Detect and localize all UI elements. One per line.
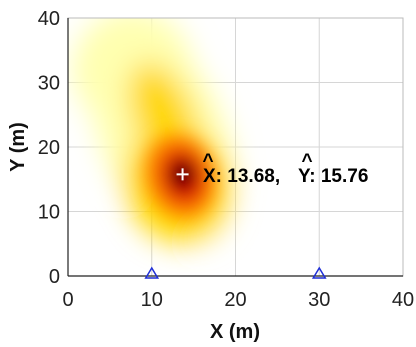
y-tick-label: 10: [38, 202, 60, 224]
estimate-marker: [176, 168, 189, 181]
anchor-triangle: [144, 266, 160, 279]
heat-outer: [72, 18, 235, 244]
x-tick-label: 0: [62, 289, 73, 311]
x-tick-label: 30: [308, 289, 330, 311]
anchor-triangle: [311, 266, 327, 279]
y-tick-label: 20: [38, 137, 60, 159]
x-tick-label: 10: [141, 289, 163, 311]
y-tick-label: 30: [38, 73, 60, 95]
y-tick-labels: 0 10 20 30 40: [38, 8, 60, 288]
y-tick-label: 40: [38, 8, 60, 30]
y-tick-label: 0: [49, 266, 60, 288]
heatmap-layer: [72, 18, 235, 244]
annotation-y-text: Y: 15.76: [298, 166, 368, 187]
x-tick-labels: 0 10 20 30 40: [62, 289, 414, 311]
anchor-markers: [144, 266, 327, 279]
x-tick-label: 40: [392, 289, 414, 311]
x-axis-label: X (m): [210, 321, 260, 343]
annotation-x-text: X: 13.68,: [203, 166, 280, 187]
annotation-x-hat: ^: [202, 151, 213, 172]
x-tick-label: 20: [224, 289, 246, 311]
y-axis-label: Y (m): [7, 122, 29, 172]
annotation-y-hat: ^: [301, 151, 312, 172]
estimate-annotation: ^ X: 13.68, ^ Y: 15.76: [202, 151, 368, 187]
